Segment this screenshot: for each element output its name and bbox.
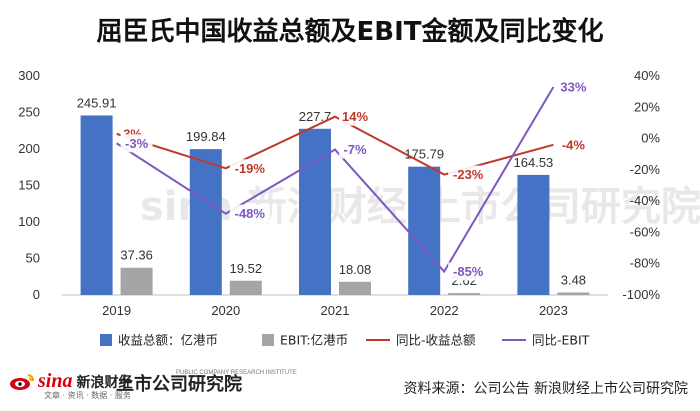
sina-cn-text: 新浪财经 <box>76 374 133 391</box>
legend-label: 同比-收益总额 <box>396 333 476 348</box>
bar-data-label: 164.53 <box>514 155 554 170</box>
bar-data-label: 175.79 <box>404 147 444 162</box>
line-data-label: -4% <box>562 137 586 152</box>
bar-data-label: 3.48 <box>561 272 586 287</box>
line-data-label: 14% <box>342 109 368 124</box>
bar-ebit <box>557 292 590 295</box>
legend-label: 同比-EBIT <box>532 333 590 348</box>
bar-data-label: 19.52 <box>230 261 263 276</box>
legend-swatch <box>262 334 274 346</box>
x-tick-label: 2021 <box>321 303 350 318</box>
line-label-bg <box>339 140 371 159</box>
sina-logo: sina 新浪财经 <box>8 370 132 393</box>
bar-revenue <box>189 149 222 295</box>
y-left-tick-label: 150 <box>18 178 40 193</box>
line-revenue-yoy <box>116 115 554 176</box>
line-data-label: -19% <box>235 161 266 176</box>
line-label-bg <box>339 107 371 126</box>
bar-revenue <box>408 166 441 295</box>
x-tick-label: 2023 <box>539 303 568 318</box>
y-right-tick-label: -100% <box>622 287 660 302</box>
x-tick-label: 2022 <box>430 303 459 318</box>
line-data-label: -23% <box>453 167 484 182</box>
bar-revenue <box>80 115 113 295</box>
line-data-label: -7% <box>343 142 367 157</box>
shang-logo-en: PUBLIC COMPANY RESEARCH INSTITUTE <box>176 370 297 376</box>
legend-label: 收益总额：亿港币 <box>118 333 218 348</box>
bar-data-label: 245.91 <box>77 95 117 110</box>
y-right-tick-label: 20% <box>634 99 660 114</box>
y-right-tick-label: -20% <box>630 162 661 177</box>
y-left-tick-label: 250 <box>18 105 40 120</box>
line-label-bg <box>120 134 153 153</box>
y-right-tick-label: -80% <box>630 256 661 271</box>
line-data-label: -85% <box>453 264 484 279</box>
line-data-label: 33% <box>560 79 586 94</box>
y-right-tick-label: -40% <box>630 193 661 208</box>
line-ebit-yoy <box>116 86 555 274</box>
y-left-tick-label: 200 <box>18 141 40 156</box>
line-label-bg <box>448 165 489 184</box>
y-right-tick-label: 0% <box>641 131 660 146</box>
bar-data-label: 18.08 <box>339 262 372 277</box>
y-right-tick-label: -60% <box>630 224 661 239</box>
y-left-tick-label: 100 <box>18 214 40 229</box>
y-left-tick-label: 50 <box>26 251 40 266</box>
shang-logo-text: 上市公司研究院 <box>116 374 242 395</box>
chart-svg: sina 新浪财经 上市公司研究院050100150200250300-100%… <box>18 68 700 348</box>
x-tick-label: 2020 <box>211 303 240 318</box>
source-note: 资料来源：公司公告 新浪财经上市公司研究院 <box>403 381 688 397</box>
line-data-label: -48% <box>235 206 266 221</box>
bar-ebit <box>229 280 262 295</box>
legend-swatch <box>100 334 112 346</box>
bar-data-label: 199.84 <box>186 129 226 144</box>
title-bar: 屈臣氏中国收益总额及EBIT金额及同比变化 <box>0 0 700 64</box>
y-left-tick-label: 300 <box>18 68 40 83</box>
line-label-bg <box>229 204 270 223</box>
bar-ebit <box>339 281 371 295</box>
legend-label: EBIT:亿港币 <box>280 333 348 348</box>
sina-subtitle: 文章 · 资讯 · 数据 · 服务 <box>44 391 131 400</box>
bar-data-label: 227.7 <box>299 109 332 124</box>
line-label-bg <box>448 262 489 281</box>
shang-logo: 上市公司研究院 PUBLIC COMPANY RESEARCH INSTITUT… <box>116 370 297 396</box>
bar-data-label: 37.36 <box>120 248 153 263</box>
y-left-tick-label: 0 <box>33 287 40 302</box>
line-label-bg <box>557 135 590 154</box>
chart-title: 屈臣氏中国收益总额及EBIT金额及同比变化 <box>96 17 604 47</box>
bar-ebit <box>448 293 481 295</box>
line-data-label: -3% <box>125 136 149 151</box>
sina-logo-text: sina <box>38 370 73 392</box>
line-label-bg <box>557 77 590 96</box>
footer: sina 新浪财经 文章 · 资讯 · 数据 · 服务 上市公司研究院 PUBL… <box>0 366 700 411</box>
line-label-bg <box>229 159 270 178</box>
y-right-tick-label: 40% <box>634 68 660 83</box>
bar-revenue <box>517 174 550 295</box>
sina-eye-icon <box>10 373 34 390</box>
bar-revenue <box>299 128 331 295</box>
x-tick-label: 2019 <box>102 303 131 318</box>
bar-ebit <box>120 267 153 295</box>
